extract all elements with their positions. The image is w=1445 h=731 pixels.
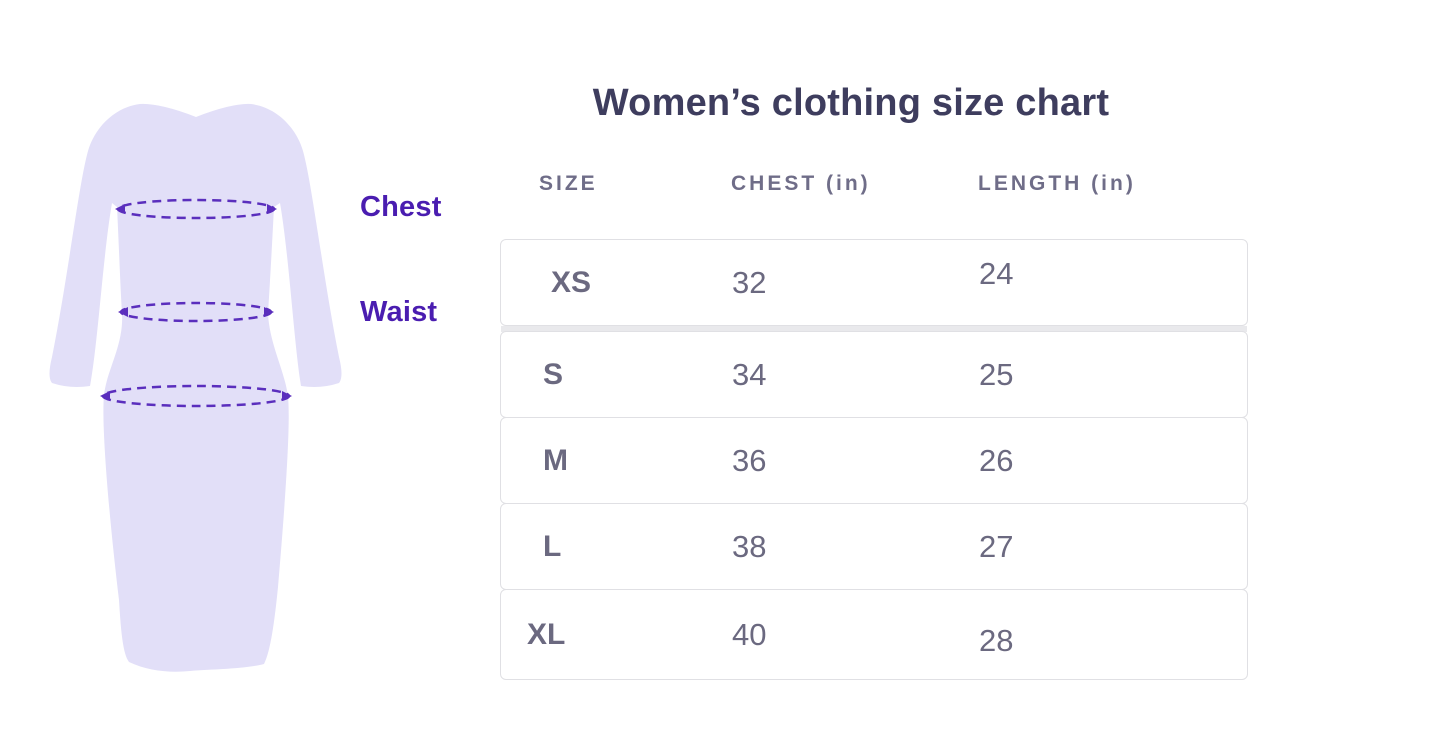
size-cell: XS xyxy=(551,265,592,299)
column-header-length: LENGTH (in) xyxy=(978,172,1136,195)
length-cell: 25 xyxy=(979,356,1014,392)
chest-cell: 40 xyxy=(732,616,767,652)
row-divider xyxy=(501,326,1247,332)
chest-label: Chest xyxy=(360,191,442,223)
table-row: XS 32 24 xyxy=(500,239,1248,326)
length-cell: 28 xyxy=(979,622,1014,658)
size-chart-table: XS 32 24 S 34 25 M 36 26 L 38 27 XL 40 2… xyxy=(500,239,1248,680)
dress-silhouette xyxy=(49,103,342,672)
length-cell: 26 xyxy=(979,442,1014,478)
table-row: L 38 27 xyxy=(500,503,1248,590)
page-title: Women’s clothing size chart xyxy=(592,82,1110,124)
size-cell: L xyxy=(543,529,562,563)
chest-cell: 34 xyxy=(732,356,767,392)
table-row: M 36 26 xyxy=(500,417,1248,504)
column-header-chest: CHEST (in) xyxy=(731,172,871,195)
hip-measure-ellipse xyxy=(100,384,292,408)
column-header-size: SIZE xyxy=(539,172,598,195)
table-row: XL 40 28 xyxy=(500,589,1248,680)
waist-label: Waist xyxy=(360,296,438,328)
size-cell: XL xyxy=(527,617,566,651)
chest-cell: 32 xyxy=(732,264,767,300)
chest-cell: 38 xyxy=(732,528,767,564)
length-cell: 24 xyxy=(979,255,1014,291)
chest-measure-ellipse xyxy=(115,198,277,220)
size-cell: M xyxy=(543,443,568,477)
dress-illustration xyxy=(49,103,342,672)
chest-cell: 36 xyxy=(732,442,767,478)
waist-measure-ellipse xyxy=(118,301,274,323)
length-cell: 27 xyxy=(979,528,1014,564)
size-cell: S xyxy=(543,357,564,391)
table-row: S 34 25 xyxy=(500,331,1248,418)
table-header-row: SIZE CHEST (in) LENGTH (in) xyxy=(500,172,1248,196)
